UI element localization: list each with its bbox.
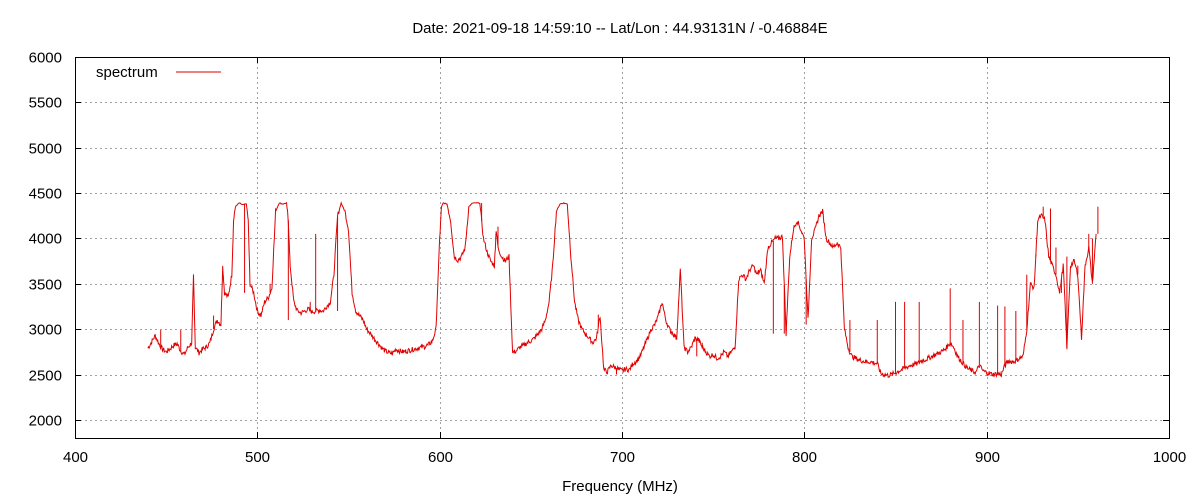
y-tick-label: 2000 <box>29 413 62 430</box>
x-tick-label: 500 <box>245 449 270 466</box>
axis-ticks: 400 500 600 700 800 900 1000 2000 2500 3000 3500 40… <box>29 50 1187 467</box>
x-tick-label: 400 <box>63 449 88 466</box>
chart-title: Date: 2021-09-18 14:59:10 -- Lat/Lon : 4… <box>412 20 827 37</box>
y-tick-label: 4000 <box>29 231 62 248</box>
y-tick-label: 6000 <box>29 50 62 67</box>
y-tick-label: 5500 <box>29 95 62 112</box>
y-tick-label: 4500 <box>29 186 62 203</box>
x-axis-label: Frequency (MHz) <box>562 478 678 495</box>
legend-label-spectrum: spectrum <box>96 64 158 81</box>
legend: spectrum <box>96 64 221 81</box>
x-tick-label: 700 <box>610 449 635 466</box>
series-layer <box>147 201 1099 379</box>
series-line-spectrum <box>147 201 1097 379</box>
y-tick-label: 3000 <box>29 322 62 339</box>
y-tick-label: 3500 <box>29 277 62 294</box>
x-tick-label: 800 <box>792 449 817 466</box>
y-tick-label: 5000 <box>29 141 62 158</box>
x-tick-label: 1000 <box>1153 449 1186 466</box>
x-tick-label: 900 <box>975 449 1000 466</box>
y-tick-label: 2500 <box>29 368 62 385</box>
grid-lines <box>75 57 1169 438</box>
x-tick-label: 600 <box>428 449 453 466</box>
